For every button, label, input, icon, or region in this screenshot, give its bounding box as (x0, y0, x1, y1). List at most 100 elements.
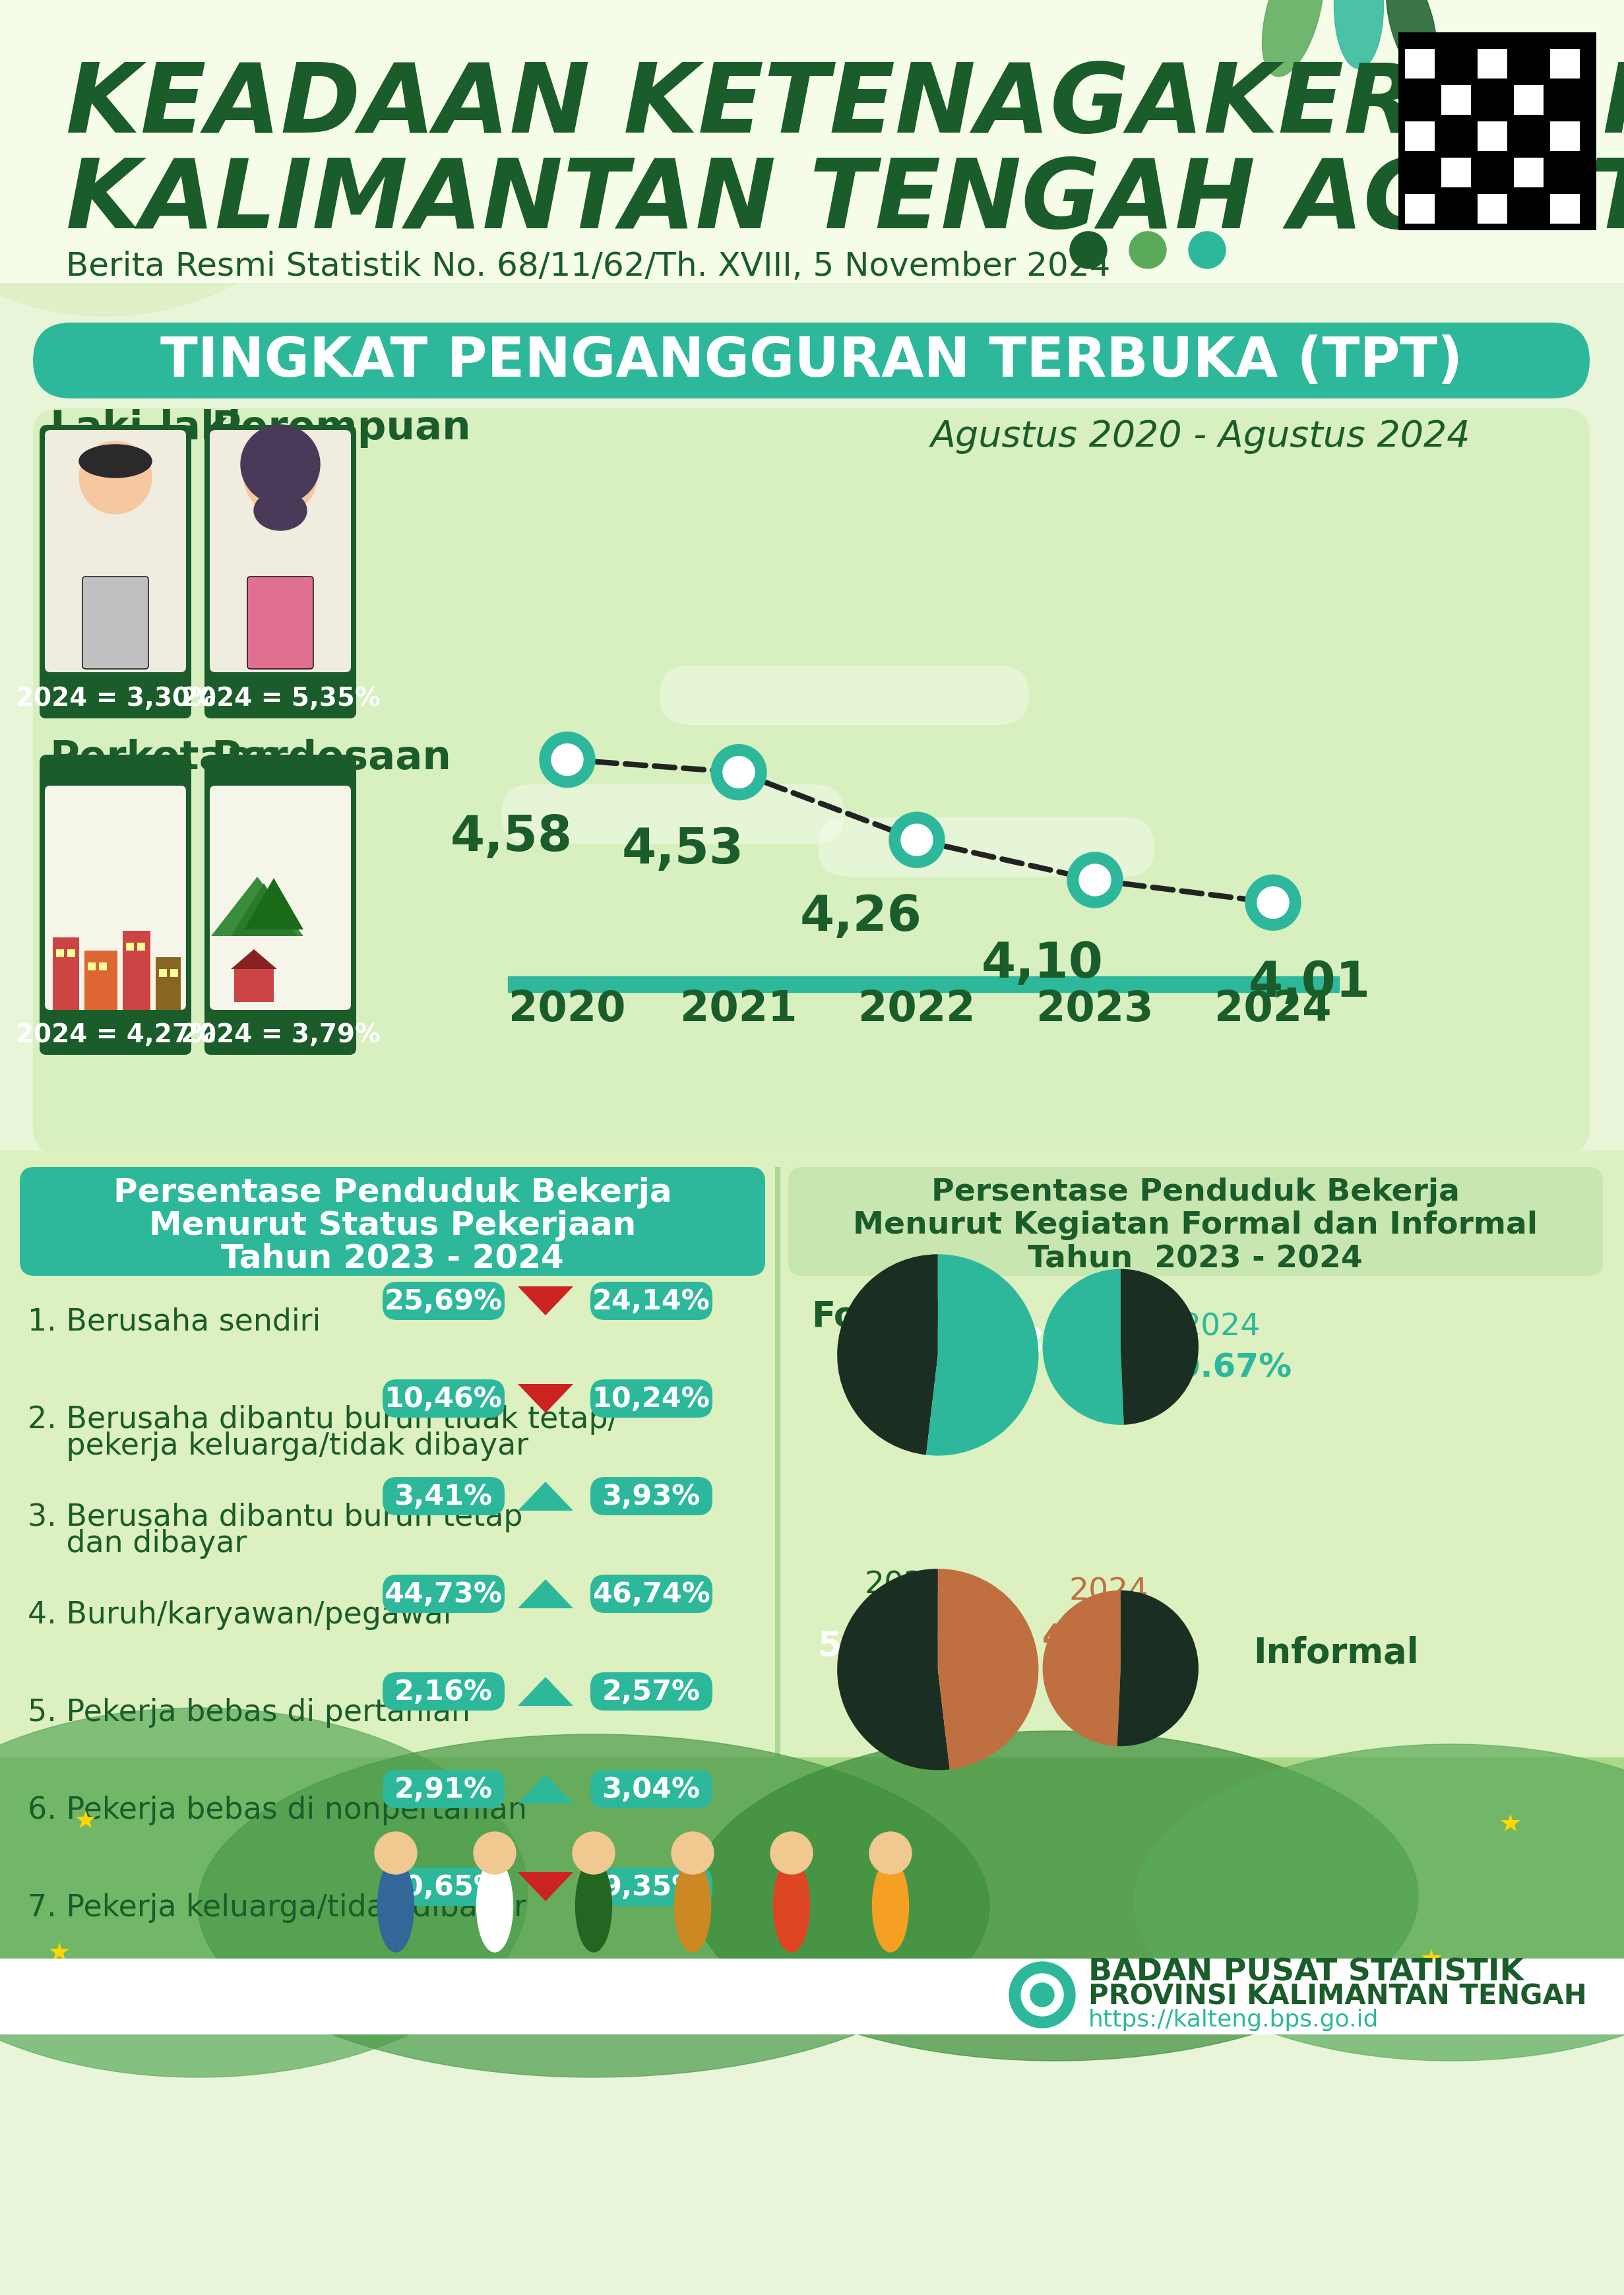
Circle shape (0, 0, 383, 317)
Bar (171, 968, 179, 978)
Text: 2024: 2024 (1069, 1577, 1148, 1606)
Text: 10,46%: 10,46% (385, 1384, 502, 1414)
Circle shape (1067, 854, 1122, 909)
Circle shape (869, 1831, 911, 1875)
Polygon shape (231, 884, 297, 936)
FancyBboxPatch shape (502, 785, 844, 845)
Text: 44,73%: 44,73% (385, 1581, 502, 1609)
FancyBboxPatch shape (591, 1673, 713, 1710)
Bar (159, 968, 167, 978)
Circle shape (1030, 1983, 1054, 2006)
Ellipse shape (674, 1859, 711, 1953)
Circle shape (240, 425, 320, 505)
Bar (52, 939, 80, 1010)
FancyBboxPatch shape (209, 431, 351, 672)
Ellipse shape (476, 1859, 513, 1953)
Text: Menurut Kegiatan Formal dan Informal: Menurut Kegiatan Formal dan Informal (853, 1209, 1538, 1239)
Bar (1551, 50, 1580, 78)
Bar (1440, 158, 1471, 188)
Text: 2024: 2024 (1181, 1313, 1260, 1343)
Polygon shape (518, 1483, 573, 1510)
Wedge shape (1043, 1269, 1124, 1425)
Ellipse shape (378, 1859, 414, 1953)
Bar (1551, 122, 1580, 151)
Circle shape (711, 746, 767, 801)
Polygon shape (518, 1384, 573, 1414)
Text: pekerja keluarga/tidak dibayar: pekerja keluarga/tidak dibayar (28, 1432, 528, 1460)
Text: dan dibayar: dan dibayar (28, 1528, 247, 1558)
Ellipse shape (872, 1859, 909, 1953)
Circle shape (1021, 1974, 1064, 2015)
Text: 2024 = 3,79%: 2024 = 3,79% (180, 1021, 380, 1047)
FancyBboxPatch shape (591, 1478, 713, 1515)
Bar (99, 964, 107, 971)
Wedge shape (939, 1570, 1038, 1769)
FancyBboxPatch shape (788, 1168, 1603, 1276)
Bar (1405, 50, 1434, 78)
Text: 4,26: 4,26 (799, 893, 922, 941)
Text: 2023: 2023 (1036, 989, 1153, 1030)
Text: 1. Berusaha sendiri: 1. Berusaha sendiri (28, 1308, 322, 1336)
Text: 3,93%: 3,93% (603, 1483, 700, 1510)
Text: 2021: 2021 (680, 989, 797, 1030)
Circle shape (1257, 888, 1289, 918)
Ellipse shape (80, 445, 151, 477)
FancyBboxPatch shape (39, 1014, 192, 1056)
Wedge shape (838, 1570, 950, 1769)
Circle shape (723, 757, 755, 789)
Circle shape (1129, 232, 1166, 269)
Circle shape (375, 1831, 417, 1875)
Bar (1514, 85, 1543, 115)
FancyBboxPatch shape (39, 755, 192, 1056)
Ellipse shape (1333, 0, 1384, 69)
Polygon shape (518, 1774, 573, 1804)
FancyBboxPatch shape (39, 425, 192, 718)
Wedge shape (1043, 1590, 1121, 1746)
FancyBboxPatch shape (83, 576, 148, 670)
FancyBboxPatch shape (591, 1769, 713, 1808)
Text: 2024 = 5,35%: 2024 = 5,35% (180, 686, 380, 711)
Text: Berita Resmi Statistik No. 68/11/62/Th. XVIII, 5 November 2024: Berita Resmi Statistik No. 68/11/62/Th. … (67, 250, 1111, 282)
Ellipse shape (773, 1859, 810, 1953)
Wedge shape (1117, 1590, 1199, 1746)
Bar (1514, 158, 1543, 188)
Ellipse shape (1387, 0, 1437, 78)
Circle shape (1246, 874, 1301, 932)
Text: 3. Berusaha dibantu buruh tetap: 3. Berusaha dibantu buruh tetap (28, 1503, 523, 1533)
Text: 2024 = 4,27%: 2024 = 4,27% (16, 1021, 216, 1047)
Text: 7. Pekerja keluarga/tidak dibayar: 7. Pekerja keluarga/tidak dibayar (28, 1893, 526, 1923)
Bar (57, 950, 63, 957)
Bar (508, 978, 1340, 991)
FancyBboxPatch shape (383, 1283, 505, 1320)
Bar (0, 0, 1624, 285)
Circle shape (1189, 232, 1226, 269)
Text: Agustus 2020 - Agustus 2024: Agustus 2020 - Agustus 2024 (931, 418, 1470, 454)
Bar (84, 950, 117, 1010)
Bar (156, 957, 180, 1010)
FancyBboxPatch shape (383, 1673, 505, 1710)
Text: KEADAAN KETENAGAKERJAAN: KEADAAN KETENAGAKERJAAN (67, 60, 1624, 151)
Text: 49.33%: 49.33% (1043, 1623, 1179, 1655)
FancyBboxPatch shape (209, 787, 351, 1010)
Polygon shape (211, 877, 304, 936)
Text: 2. Berusaha dibantu buruh tidak tetap/: 2. Berusaha dibantu buruh tidak tetap/ (28, 1405, 619, 1434)
FancyBboxPatch shape (32, 409, 1590, 1154)
Bar (775, 1168, 781, 2017)
FancyBboxPatch shape (591, 1868, 713, 1905)
Bar (1478, 122, 1507, 151)
Text: Perkotaan: Perkotaan (49, 739, 283, 778)
Wedge shape (1121, 1269, 1199, 1425)
Circle shape (1009, 1962, 1075, 2029)
Text: Tahun 2023 - 2024: Tahun 2023 - 2024 (221, 1242, 564, 1274)
Circle shape (1070, 232, 1108, 269)
Text: 51.86%: 51.86% (818, 1629, 963, 1664)
Text: Persentase Penduduk Bekerja: Persentase Penduduk Bekerja (114, 1177, 672, 1207)
Circle shape (901, 824, 932, 856)
Bar (234, 968, 274, 1003)
FancyBboxPatch shape (45, 431, 187, 672)
Text: 10,65%: 10,65% (385, 1873, 502, 1900)
Text: 46,74%: 46,74% (593, 1581, 710, 1609)
FancyBboxPatch shape (383, 1769, 505, 1808)
Text: 4,10: 4,10 (981, 939, 1103, 987)
Polygon shape (518, 1873, 573, 1900)
